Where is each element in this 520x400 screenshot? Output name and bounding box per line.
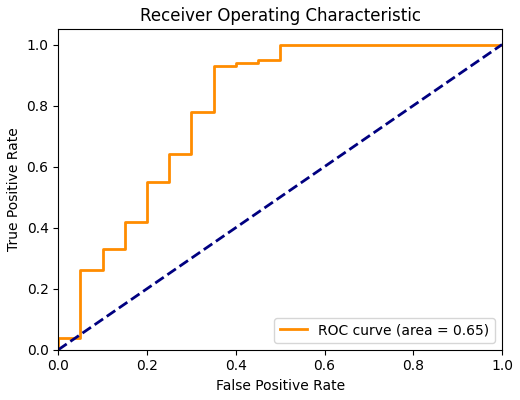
ROC curve (area = 0.65) bbox=[299, 42, 305, 47]
ROC curve (area = 0.65) bbox=[122, 219, 128, 224]
ROC curve (area = 0.65) bbox=[55, 347, 61, 352]
ROC curve (area = 0.65) bbox=[188, 152, 194, 157]
ROC curve (area = 0.65) bbox=[232, 60, 239, 65]
ROC curve (area = 0.65) bbox=[255, 58, 261, 62]
ROC curve (area = 0.65) bbox=[188, 109, 194, 114]
ROC curve (area = 0.65) bbox=[321, 42, 328, 47]
ROC curve (area = 0.65) bbox=[122, 247, 128, 252]
ROC curve (area = 0.65) bbox=[499, 42, 505, 47]
ROC curve (area = 0.65) bbox=[144, 219, 150, 224]
ROC curve (area = 0.65) bbox=[211, 64, 217, 68]
ROC curve (area = 0.65) bbox=[55, 335, 61, 340]
ROC curve (area = 0.65) bbox=[166, 152, 172, 157]
ROC curve (area = 0.65) bbox=[77, 335, 84, 340]
ROC curve (area = 0.65) bbox=[299, 42, 305, 47]
Title: Receiver Operating Characteristic: Receiver Operating Characteristic bbox=[140, 7, 421, 25]
ROC curve (area = 0.65) bbox=[144, 180, 150, 184]
ROC curve (area = 0.65) bbox=[232, 64, 239, 68]
ROC curve (area = 0.65) bbox=[277, 42, 283, 47]
Legend: ROC curve (area = 0.65): ROC curve (area = 0.65) bbox=[274, 318, 495, 343]
ROC curve (area = 0.65) bbox=[166, 180, 172, 184]
X-axis label: False Positive Rate: False Positive Rate bbox=[216, 379, 345, 393]
ROC curve (area = 0.65) bbox=[432, 42, 438, 47]
ROC curve (area = 0.65) bbox=[321, 42, 328, 47]
ROC curve (area = 0.65) bbox=[432, 42, 438, 47]
Line: ROC curve (area = 0.65): ROC curve (area = 0.65) bbox=[58, 44, 502, 350]
ROC curve (area = 0.65) bbox=[255, 60, 261, 65]
ROC curve (area = 0.65) bbox=[77, 268, 84, 273]
ROC curve (area = 0.65) bbox=[99, 247, 106, 252]
ROC curve (area = 0.65) bbox=[277, 58, 283, 62]
ROC curve (area = 0.65) bbox=[211, 109, 217, 114]
Y-axis label: True Positive Rate: True Positive Rate bbox=[7, 128, 21, 252]
ROC curve (area = 0.65) bbox=[99, 268, 106, 273]
